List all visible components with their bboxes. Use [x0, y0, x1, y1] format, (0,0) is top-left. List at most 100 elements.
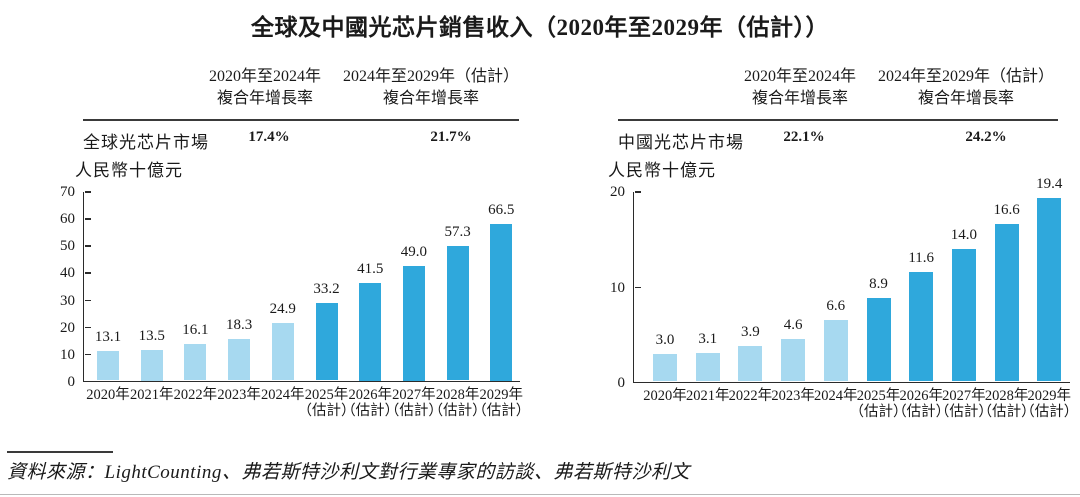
x-tick-label: 2024年	[801, 388, 871, 404]
bar-value-label: 18.3	[225, 316, 253, 333]
bar-estimate	[909, 272, 934, 382]
bar-actual	[228, 338, 251, 381]
bar-actual	[781, 339, 806, 382]
x-tick-label: 2021年	[117, 387, 187, 403]
y-axis-unit-label-china: 人民幣十億元	[608, 161, 716, 180]
x-tick-estimate-note: （估計）	[384, 403, 443, 419]
bar-estimate	[315, 303, 338, 381]
y-tick-label: 50	[60, 238, 75, 255]
bar-estimate	[359, 283, 382, 381]
x-tick-label: 2027年 （估計）	[379, 387, 449, 419]
y-tick-label: 60	[60, 211, 75, 228]
x-tick-year: 2026年	[348, 387, 392, 403]
x-tick-label: 2020年	[73, 387, 143, 403]
source-note: 資料來源：LightCounting、弗若斯特沙利文對行業專家的訪談、弗若斯特沙…	[7, 462, 690, 483]
bar-estimate	[402, 265, 425, 381]
x-tick-label: 2026年 （估計）	[335, 387, 405, 419]
x-tick-year: 2027年	[392, 387, 436, 403]
figure-title: 全球及中國光芯片銷售收入（2020年至2029年（估計））	[251, 15, 829, 40]
bar-actual	[140, 349, 163, 381]
x-tick-year: 2023年	[217, 387, 261, 403]
y-tick-mark	[84, 299, 91, 302]
y-tick-mark	[634, 191, 641, 193]
bar-value-label: 3.1	[698, 331, 718, 348]
bar-value-label: 8.9	[869, 276, 888, 292]
x-tick-label: 2023年	[204, 387, 274, 403]
y-tick-label: 40	[60, 265, 75, 282]
cagr-header-2020-2024: 2020年至2024年 複合年增長率	[715, 66, 885, 110]
x-tick-label: 2024年	[248, 387, 318, 403]
x-tick-label: 2023年	[758, 388, 828, 404]
y-tick-label: 20	[610, 184, 625, 200]
x-tick-estimate-note: （估計）	[297, 403, 356, 419]
cagr-header-caption: 複合年增長率	[917, 90, 1014, 107]
cagr-header-period: 2024年至2029年（估計）	[877, 68, 1054, 85]
x-tick-year: 2029年	[479, 387, 524, 403]
bar-estimate	[994, 224, 1019, 382]
y-tick-mark	[84, 191, 91, 193]
x-tick-estimate-note: （估計）	[472, 403, 531, 419]
x-tick-estimate-note: （估計）	[1020, 404, 1079, 420]
y-tick-label: 0	[67, 374, 76, 390]
footnote-rule	[7, 451, 113, 453]
x-tick-year: 2024年	[814, 388, 858, 404]
cagr-header-2024-2029: 2024年至2029年（估計） 複合年增長率	[856, 66, 1076, 110]
bar-value-label: 24.9	[269, 300, 296, 317]
x-tick-estimate-note: （估計）	[428, 403, 487, 419]
cagr-value-china-2024-2029: 24.2%	[965, 129, 1007, 145]
cagr-header-2024-2029: 2024年至2029年（估計） 複合年增長率	[321, 66, 541, 110]
y-tick-label: 10	[60, 346, 75, 363]
bar-actual	[271, 322, 294, 381]
bottom-divider	[0, 494, 1080, 495]
x-tick-label: 2029年 （估計）	[466, 387, 536, 419]
chart-plot	[633, 192, 1070, 383]
x-tick-label: 2026年 （估計）	[886, 388, 956, 420]
x-tick-estimate-note: （估計）	[849, 404, 908, 420]
x-tick-label: 2029年 （估計）	[1014, 388, 1080, 420]
bar-estimate	[866, 298, 891, 382]
x-tick-estimate-note: （估計）	[977, 404, 1036, 420]
bar-value-label: 6.6	[826, 297, 846, 314]
y-tick-mark	[84, 218, 91, 220]
bar-value-label: 3.9	[741, 323, 760, 340]
bar-actual	[738, 345, 763, 382]
x-tick-label: 2022年	[160, 387, 230, 403]
table-rule	[618, 119, 1058, 121]
bar-value-label: 19.4	[1036, 175, 1063, 192]
bar-value-label: 11.6	[908, 250, 935, 267]
y-tick-label: 70	[60, 184, 75, 200]
bar-value-label: 4.6	[783, 317, 803, 334]
y-tick-label: 10	[610, 279, 625, 296]
bar-value-label: 57.3	[444, 223, 471, 240]
bar-value-label: 49.0	[400, 243, 428, 260]
bar-value-label: 13.5	[138, 327, 165, 344]
cagr-header-period: 2020年至2024年	[743, 68, 856, 85]
x-tick-year: 2028年	[435, 387, 480, 403]
y-tick-mark	[84, 245, 91, 247]
x-tick-year: 2026年	[899, 388, 943, 404]
x-tick-year: 2024年	[261, 387, 305, 403]
cagr-header-caption: 複合年增長率	[382, 90, 479, 107]
y-tick-label: 30	[60, 292, 75, 309]
x-tick-estimate-note: （估計）	[341, 403, 400, 419]
x-tick-year: 2020年	[86, 387, 130, 403]
bar-actual	[823, 319, 848, 382]
cagr-header-caption: 複合年增長率	[216, 90, 313, 107]
bar-value-label: 66.5	[488, 202, 515, 219]
y-tick-label: 20	[60, 319, 75, 336]
x-tick-year: 2021年	[685, 388, 730, 404]
bar-actual	[653, 354, 677, 382]
x-tick-year: 2022年	[173, 387, 218, 403]
bar-estimate	[490, 224, 513, 381]
bar-value-label: 13.1	[94, 328, 122, 345]
x-tick-label: 2020年	[630, 388, 700, 404]
cagr-header-2020-2024: 2020年至2024年 複合年增長率	[180, 66, 350, 110]
x-tick-label: 2028年 （估計）	[972, 388, 1042, 420]
x-tick-year: 2022年	[728, 388, 773, 404]
bar-value-label: 16.1	[182, 321, 209, 338]
bar-actual	[695, 353, 720, 382]
y-tick-mark	[84, 272, 91, 274]
chart-plot	[83, 192, 520, 382]
x-tick-year: 2021年	[129, 387, 174, 403]
